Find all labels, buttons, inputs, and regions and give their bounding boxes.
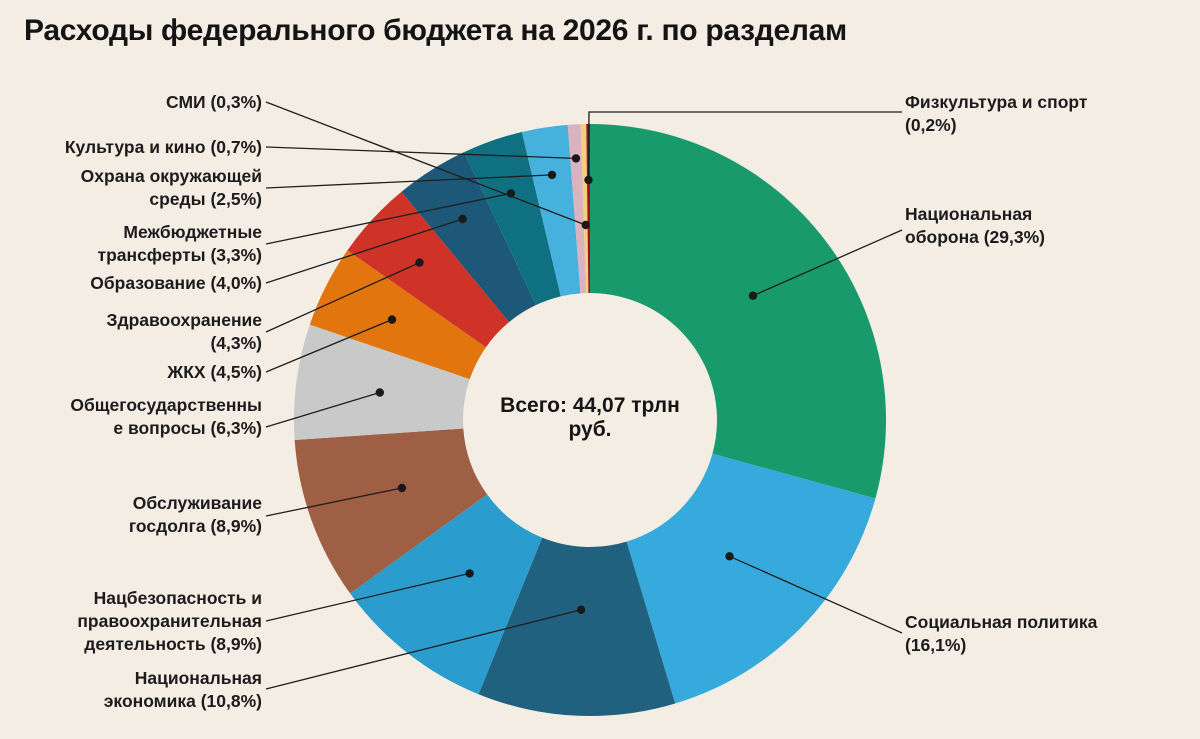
segment-label-2: Национальная экономика (10,8%) bbox=[103, 668, 262, 711]
pie-segment-7 bbox=[347, 191, 510, 348]
leader-dot-8 bbox=[458, 214, 467, 224]
pie-segment-10 bbox=[521, 124, 581, 297]
leader-line-8 bbox=[265, 218, 463, 284]
segment-label-4: Обслуживание госдолга (8,9%) bbox=[128, 493, 262, 536]
leader-line-5 bbox=[265, 391, 380, 428]
leader-line-0 bbox=[752, 229, 903, 297]
leader-dot-0 bbox=[748, 291, 758, 300]
segment-label-8: Образование (4,0%) bbox=[90, 273, 262, 293]
segment-label-6: ЖКХ (4,5%) bbox=[167, 362, 262, 382]
leader-dot-10 bbox=[547, 170, 557, 180]
leader-dot-11 bbox=[571, 154, 581, 163]
leader-line-6 bbox=[265, 318, 393, 373]
leader-line-13 bbox=[587, 111, 902, 181]
leader-dot-3 bbox=[465, 569, 474, 578]
pie-segment-9 bbox=[464, 131, 561, 306]
pie-segment-12 bbox=[580, 124, 589, 294]
pie-segment-0 bbox=[590, 124, 887, 499]
leader-line-3 bbox=[265, 572, 470, 622]
pie-segment-4 bbox=[294, 428, 488, 594]
leader-line-9 bbox=[265, 192, 512, 245]
leader-dot-5 bbox=[375, 388, 384, 397]
leader-dot-1 bbox=[725, 552, 734, 561]
chart-title: Расходы федерального бюджета на 2026 г. … bbox=[24, 14, 847, 47]
pie-segment-5 bbox=[293, 324, 470, 440]
leader-dot-13 bbox=[584, 175, 593, 185]
leader-line-1 bbox=[729, 555, 903, 634]
leader-dot-12 bbox=[581, 220, 590, 230]
leader-line-2 bbox=[265, 609, 582, 690]
segment-label-12: СМИ (0,3%) bbox=[166, 92, 262, 112]
pie-segment-11 bbox=[567, 124, 587, 294]
segment-label-1: Социальная политика (16,1%) bbox=[905, 612, 1098, 655]
segment-label-9: Межбюджетные трансферты (3,3%) bbox=[97, 222, 263, 265]
pie-segment-6 bbox=[309, 250, 486, 380]
leader-line-11 bbox=[265, 146, 577, 160]
leader-line-12 bbox=[265, 101, 586, 226]
leader-line-10 bbox=[265, 174, 553, 189]
segment-label-13: Физкультура и спорт (0,2%) bbox=[905, 92, 1088, 135]
leader-line-4 bbox=[265, 487, 403, 517]
pie-segment-8 bbox=[401, 152, 536, 323]
leader-line-7 bbox=[265, 262, 420, 333]
segment-label-0: Национальная оборона (29,3%) bbox=[905, 204, 1046, 247]
pie-segment-3 bbox=[350, 494, 543, 695]
leader-dot-6 bbox=[387, 315, 397, 324]
pie-segment-2 bbox=[478, 537, 676, 717]
leader-dot-7 bbox=[415, 258, 424, 267]
total-label: Всего: 44,07 трлн руб. bbox=[500, 394, 680, 441]
segment-label-11: Культура и кино (0,7%) bbox=[64, 137, 262, 157]
leader-dot-4 bbox=[397, 483, 407, 493]
segment-label-7: Здравоохранение (4,3%) bbox=[106, 310, 262, 353]
segment-label-5: Общегосударственны е вопросы (6,3%) bbox=[70, 395, 262, 438]
segment-label-10: Охрана окружающей среды (2,5%) bbox=[80, 166, 262, 209]
leader-dot-2 bbox=[576, 605, 586, 614]
pie-segment-1 bbox=[626, 453, 876, 704]
segment-label-3: Нацбезопасность и правоохранительная дея… bbox=[77, 588, 262, 654]
